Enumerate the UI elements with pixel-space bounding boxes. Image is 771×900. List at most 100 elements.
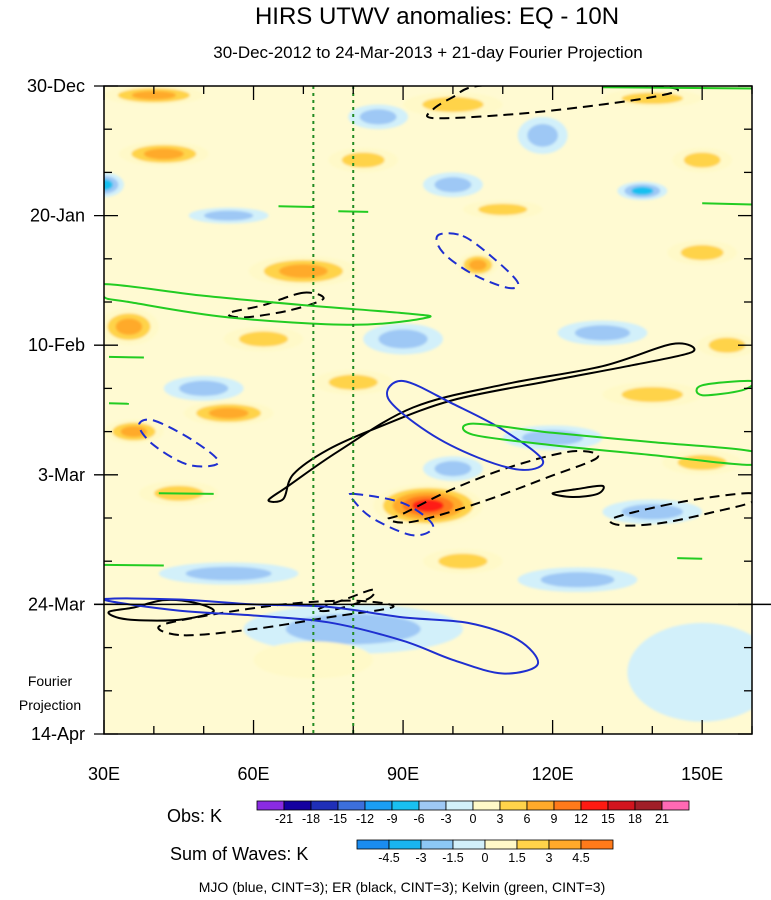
obs-colorbar-level-11: 12 xyxy=(574,812,588,826)
obs-colorbar-level-13: 18 xyxy=(628,812,642,826)
waves-colorbar-level-2: -1.5 xyxy=(442,851,464,865)
obs-colorbar-swatch-15 xyxy=(661,800,690,811)
obs-colorbar-level-0: -21 xyxy=(275,812,293,826)
er-contour-1 xyxy=(267,342,696,503)
wave-legend: MJO (blue, CINT=3); ER (black, CINT=3); … xyxy=(199,879,606,895)
anomaly-blob-13 xyxy=(248,255,359,287)
anomaly-blob-0 xyxy=(104,86,204,106)
y-tick-label-2: 10-Feb xyxy=(28,335,85,355)
anomaly-blob-23-level-1 xyxy=(621,386,683,403)
waves-colorbar-swatch-6 xyxy=(548,839,582,850)
er-contour-3 xyxy=(426,86,680,120)
anomaly-blob-13-level-2 xyxy=(279,264,328,278)
anomaly-blob-9 xyxy=(423,172,483,198)
y-tick-label-1: 20-Jan xyxy=(30,206,85,226)
obs-colorbar-swatch-14 xyxy=(634,800,663,811)
obs-colorbar-level-1: -18 xyxy=(302,812,320,826)
anomaly-blob-19 xyxy=(557,320,648,346)
obs-colorbar-swatch-7 xyxy=(445,800,474,811)
obs-colorbar-swatch-5 xyxy=(391,800,420,811)
anomaly-blob-30 xyxy=(602,499,703,525)
kelvin-contour-16 xyxy=(602,86,752,90)
mjo-contour-10 xyxy=(386,379,545,471)
anomaly-blob-12 xyxy=(462,200,543,219)
mjo-contour-12 xyxy=(435,232,520,290)
anomaly-blob-25-level-2 xyxy=(208,407,249,419)
anomaly-blob-1 xyxy=(403,92,503,117)
anomaly-blob-27-level-1 xyxy=(434,461,472,477)
anomaly-blob-28 xyxy=(662,450,743,475)
anomaly-blob-4 xyxy=(517,116,568,154)
waves-colorbar-swatch-4 xyxy=(484,839,518,850)
kelvin-contour-23 xyxy=(695,379,752,397)
anomaly-blob-24 xyxy=(104,419,164,444)
anomaly-blob-15-level-1 xyxy=(680,245,724,261)
waves-colorbar-level-1: -3 xyxy=(415,851,426,865)
waves-colorbar-swatch-7 xyxy=(580,839,614,850)
anomaly-blob-5-level-2 xyxy=(143,148,184,160)
obs-colorbar-swatch-11 xyxy=(553,800,582,811)
anomaly-blob-0-level-2 xyxy=(131,90,177,100)
kelvin-contour-25 xyxy=(677,557,703,560)
anomaly-blob-32-level-1 xyxy=(185,566,272,581)
plot-area xyxy=(94,85,771,735)
anomaly-blob-30-level-1 xyxy=(621,504,683,520)
obs-colorbar-swatch-4 xyxy=(364,800,393,811)
er-contour-5 xyxy=(386,449,600,524)
obs-colorbar-level-4: -9 xyxy=(386,812,397,826)
anomaly-blob-2 xyxy=(602,89,703,108)
plot-frame xyxy=(103,85,753,735)
anomaly-blob-16 xyxy=(104,308,159,346)
anomaly-blob-29 xyxy=(373,484,483,528)
reference-lines xyxy=(312,86,355,734)
waves-colorbar-swatch-1 xyxy=(388,839,422,850)
anomaly-blob-18 xyxy=(363,323,443,355)
anomaly-blob-21-level-1 xyxy=(179,380,229,396)
waves-colorbar-level-4: 1.5 xyxy=(508,851,525,865)
anomaly-blob-37-level-0 xyxy=(627,622,752,722)
anomaly-blob-18-level-1 xyxy=(378,329,428,349)
anomaly-blob-32 xyxy=(158,562,299,585)
er-contour-4 xyxy=(226,291,325,319)
waves-colorbar-level-6: 4.5 xyxy=(572,851,589,865)
anomaly-blob-36 xyxy=(253,641,374,679)
anomaly-blob-27 xyxy=(423,456,483,481)
obs-colorbar-label: Obs: K xyxy=(167,806,222,826)
obs-colorbar-level-12: 15 xyxy=(601,812,615,826)
anomaly-blob-15 xyxy=(667,240,738,265)
anomaly-blob-25 xyxy=(183,400,274,426)
anomaly-blob-2-level-1 xyxy=(621,92,683,105)
anomaly-blob-33 xyxy=(423,548,503,574)
obs-colorbar-level-8: 3 xyxy=(497,812,504,826)
anomaly-blob-7-level-1 xyxy=(683,152,721,168)
obs-colorbar-swatch-8 xyxy=(472,800,501,811)
y-tick-label-0: 30-Dec xyxy=(27,76,85,96)
x-tick-label-1: 60E xyxy=(238,764,270,784)
waves-colorbar-swatch-5 xyxy=(516,839,550,850)
x-tick-label-4: 150E xyxy=(681,764,723,784)
anomaly-blob-3-level-1 xyxy=(359,109,397,125)
waves-colorbar-level-0: -4.5 xyxy=(378,851,400,865)
anomaly-blob-7 xyxy=(672,147,733,173)
obs-colorbar-swatch-13 xyxy=(607,800,636,811)
obs-colorbar: -21 -18 -15 -12 -9 -6 -3 0 3 6 9 12 15 18 21 xyxy=(256,800,690,826)
kelvin-contour-17 xyxy=(278,205,314,208)
kelvin-contour-21 xyxy=(158,492,214,495)
anomaly-blob-10-level-2 xyxy=(631,186,654,196)
obs-colorbar-swatch-10 xyxy=(526,800,555,811)
obs-colorbar-swatch-9 xyxy=(499,800,528,811)
anomaly-blob-17-level-1 xyxy=(238,331,289,347)
obs-colorbar-swatch-1 xyxy=(283,800,312,811)
anomaly-blob-11 xyxy=(188,207,269,224)
er-contour-6 xyxy=(609,492,752,527)
projection-label-line1: Fourier xyxy=(28,673,73,689)
anomaly-blob-3 xyxy=(348,104,409,130)
anomaly-blob-6 xyxy=(328,147,399,173)
anomaly-blob-20-level-1 xyxy=(708,337,746,353)
y-tick-label-5: 14-Apr xyxy=(31,724,85,744)
obs-colorbar-level-7: 0 xyxy=(470,812,477,826)
anomaly-blob-8-level-2 xyxy=(104,179,113,191)
anomaly-blob-20 xyxy=(697,332,752,358)
anomaly-blob-16-level-2 xyxy=(115,318,143,335)
waves-colorbar: -4.5 -3 -1.5 0 1.5 3 4.5 xyxy=(356,839,614,865)
